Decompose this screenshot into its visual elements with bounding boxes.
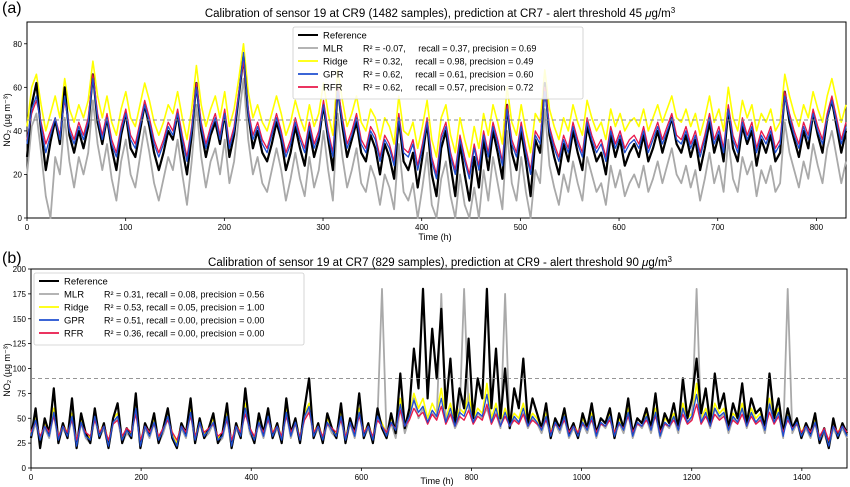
panel-a-series-group (25, 42, 848, 219)
b-ytick-label: 150 (13, 315, 27, 324)
a-xtick-label: 700 (711, 223, 725, 232)
a-xtick-label: 200 (218, 223, 232, 232)
panel-a-title: Calibration of sensor 19 at CR9 (1482 sa… (205, 6, 676, 20)
b-legend-name-gpr: GPR (64, 316, 85, 327)
a-xtick-label: 500 (514, 223, 528, 232)
panel-b-legend: Reference MLR R² = 0.31, recall = 0.08, pr… (33, 272, 305, 346)
panel-a-label: (a) (2, 0, 22, 17)
b-ytick-label: 175 (13, 290, 27, 299)
panel-a: (a) Calibration of sensor 19 at CR9 (148… (2, 0, 848, 242)
b-legend-stats-gpr: R² = 0.51, recall = 0.00, precision = 0.… (104, 316, 264, 326)
b-ytick-label: 75 (17, 389, 26, 398)
b-ytick-label: 125 (13, 340, 27, 349)
b-legend-stats-ridge: R² = 0.53, recall = 0.05, precision = 1.… (104, 303, 264, 313)
b-ytick-label: 50 (17, 414, 26, 423)
panel-b-ylabel: NO₂ (µg m⁻³) (2, 343, 12, 396)
a-ytick-label: 80 (13, 40, 22, 49)
panel-b-y-ticks: 0 25 50 75 100 125 150 175 200 (13, 265, 31, 473)
b-xtick-label: 1200 (683, 473, 701, 482)
b-ytick-label: 25 (17, 439, 26, 448)
panel-a-ylabel: NO₂ (µg m⁻³) (2, 93, 12, 146)
a-ytick-label: 20 (13, 170, 22, 179)
a-legend-name-ridge: Ridge (323, 57, 348, 68)
b-xtick-label: 1000 (573, 473, 591, 482)
a-legend-name-mlr: MLR (323, 44, 343, 55)
a-legend-stats-ridge: R² = 0.32, recall = 0.98, precision = 0.… (363, 57, 533, 67)
b-legend-name-reference: Reference (64, 277, 108, 288)
a-ytick-label: 40 (13, 127, 22, 136)
panel-b-label: (b) (2, 250, 22, 267)
a-legend-stats-rfr: R² = 0.62, recall = 0.57, precision = 0.… (363, 83, 533, 93)
a-series-ridge-line (26, 42, 847, 158)
a-legend-name-rfr: RFR (323, 83, 343, 94)
a-ytick-label: 60 (13, 83, 22, 92)
panel-a-legend-box (292, 26, 584, 100)
a-xtick-label: 600 (612, 223, 626, 232)
b-series-reference-line (29, 287, 848, 450)
a-xtick-label: 400 (415, 223, 429, 232)
panel-b-title: Calibration of sensor 19 at CR7 (829 sam… (208, 255, 673, 269)
b-series-gpr-line (30, 393, 848, 447)
b-xtick-label: 400 (245, 473, 259, 482)
b-legend-name-ridge: Ridge (64, 303, 89, 314)
panel-a-xlabel: Time (h) (418, 232, 451, 242)
panel-b: (b) Calibration of sensor 19 at CR7 (829… (2, 250, 848, 486)
a-xtick-label: 300 (316, 223, 330, 232)
b-xtick-label: 600 (355, 473, 369, 482)
panel-a-x-ticks: 0 100 200 300 400 500 600 700 800 (25, 218, 824, 232)
b-ytick-label: 100 (13, 365, 27, 374)
b-legend-name-rfr: RFR (64, 329, 84, 340)
a-xtick-label: 100 (119, 223, 133, 232)
a-legend-stats-mlr: R² = -0.07, recall = 0.37, precision = 0… (363, 44, 536, 54)
a-ytick-label: 0 (18, 214, 23, 223)
b-xtick-label: 0 (29, 473, 34, 482)
panel-a-legend: Reference MLR R² = -0.07, recall = 0.37, p… (292, 26, 584, 100)
b-ytick-label: 0 (22, 464, 27, 473)
panel-b-xlabel: Time (h) (420, 476, 453, 486)
panel-b-legend-box (33, 272, 305, 346)
a-legend-name-gpr: GPR (323, 70, 344, 81)
b-legend-stats-mlr: R² = 0.31, recall = 0.08, precision = 0.… (104, 290, 264, 300)
panel-b-x-ticks: 0 200 400 600 800 1000 1200 1400 (29, 468, 811, 482)
a-series-mlr-line (26, 77, 847, 219)
b-legend-name-mlr: MLR (64, 290, 84, 301)
a-series-reference-line (25, 55, 848, 202)
b-xtick-label: 800 (465, 473, 479, 482)
a-legend-name-reference: Reference (323, 31, 367, 42)
panel-b-series-group (29, 287, 848, 450)
b-ytick-label: 200 (13, 265, 27, 274)
a-xtick-label: 0 (25, 223, 30, 232)
b-legend-stats-rfr: R² = 0.36, recall = 0.00, precision = 0.… (104, 329, 264, 339)
b-xtick-label: 1400 (793, 473, 811, 482)
a-legend-stats-gpr: R² = 0.62, recall = 0.61, precision = 0.… (363, 70, 533, 80)
b-xtick-label: 200 (134, 473, 148, 482)
a-xtick-label: 800 (810, 223, 824, 232)
panel-a-y-ticks: 0 20 40 60 80 (13, 40, 27, 223)
a-series-gpr-line (26, 51, 847, 180)
